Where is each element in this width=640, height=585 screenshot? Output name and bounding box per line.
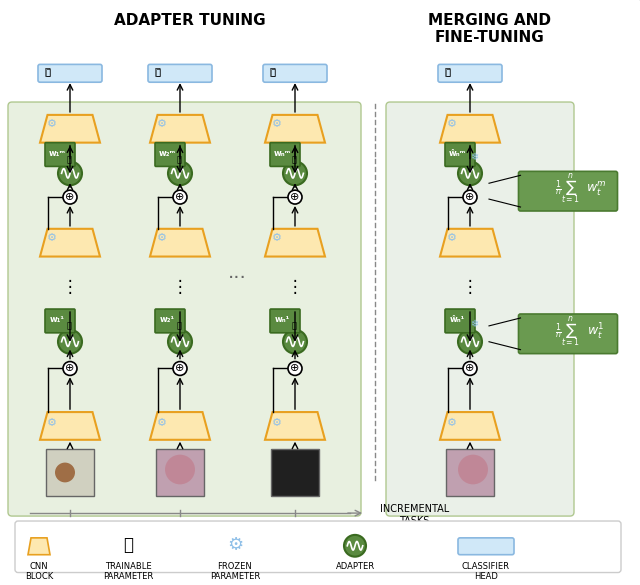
Text: ⋮: ⋮ xyxy=(461,278,478,296)
Text: ADAPTER: ADAPTER xyxy=(335,562,374,570)
Text: 🔥: 🔥 xyxy=(271,69,275,78)
Circle shape xyxy=(58,161,82,185)
Text: ❄: ❄ xyxy=(470,153,478,163)
FancyBboxPatch shape xyxy=(45,143,75,166)
Polygon shape xyxy=(440,412,500,440)
FancyBboxPatch shape xyxy=(445,309,475,333)
Circle shape xyxy=(63,190,77,204)
Text: w₂¹: w₂¹ xyxy=(159,315,175,325)
FancyBboxPatch shape xyxy=(270,143,300,166)
Circle shape xyxy=(283,161,307,185)
Text: TRAINABLE
PARAMETER: TRAINABLE PARAMETER xyxy=(103,562,153,581)
Text: ⚙: ⚙ xyxy=(447,119,457,129)
Polygon shape xyxy=(40,229,100,257)
Circle shape xyxy=(458,330,482,353)
FancyBboxPatch shape xyxy=(45,309,75,333)
Text: 🔥: 🔥 xyxy=(67,321,72,331)
Text: 🔥: 🔥 xyxy=(177,321,182,331)
Circle shape xyxy=(168,161,192,185)
Circle shape xyxy=(173,362,187,376)
Text: 🔥: 🔥 xyxy=(44,66,50,76)
Text: ⊕: ⊕ xyxy=(175,363,185,373)
Polygon shape xyxy=(265,412,325,440)
Text: $\frac{1}{n}\sum_{t=1}^{n}$: $\frac{1}{n}\sum_{t=1}^{n}$ xyxy=(556,315,580,349)
Text: w₂ᵐ: w₂ᵐ xyxy=(159,149,175,158)
Text: ⚙: ⚙ xyxy=(157,119,167,129)
Text: w₁ᵐ: w₁ᵐ xyxy=(49,149,65,158)
Circle shape xyxy=(344,535,366,557)
Text: ⚙: ⚙ xyxy=(447,418,457,428)
FancyBboxPatch shape xyxy=(263,64,327,82)
Circle shape xyxy=(458,455,488,484)
Text: 🔥: 🔥 xyxy=(291,321,296,331)
Text: ...: ... xyxy=(228,263,246,282)
Polygon shape xyxy=(440,115,500,143)
Circle shape xyxy=(463,362,477,376)
Text: 🔥: 🔥 xyxy=(269,66,275,76)
FancyBboxPatch shape xyxy=(446,449,494,496)
Text: $w_t^m$: $w_t^m$ xyxy=(586,180,606,198)
FancyBboxPatch shape xyxy=(156,449,204,496)
Text: ADAPTER TUNING: ADAPTER TUNING xyxy=(114,13,266,28)
FancyBboxPatch shape xyxy=(386,102,574,516)
Text: ⋮: ⋮ xyxy=(287,278,303,296)
Circle shape xyxy=(283,330,307,353)
Polygon shape xyxy=(40,115,100,143)
Text: ⚙: ⚙ xyxy=(272,233,282,243)
Text: Task 2: Task 2 xyxy=(164,523,196,533)
Text: Task 1: Task 1 xyxy=(54,523,86,533)
FancyBboxPatch shape xyxy=(46,449,94,496)
Text: ⚙: ⚙ xyxy=(227,536,243,554)
FancyBboxPatch shape xyxy=(458,538,514,555)
Text: ❄: ❄ xyxy=(470,319,478,329)
Circle shape xyxy=(168,330,192,353)
Circle shape xyxy=(165,455,195,484)
Text: ⊕: ⊕ xyxy=(65,363,75,373)
Text: ⚙: ⚙ xyxy=(47,233,57,243)
Text: ⚙: ⚙ xyxy=(47,418,57,428)
Text: 🔥: 🔥 xyxy=(156,69,161,78)
Circle shape xyxy=(63,362,77,376)
Text: 🔥: 🔥 xyxy=(45,69,51,78)
Text: wₙ¹: wₙ¹ xyxy=(275,315,290,325)
Text: MERGING AND
FINE-TUNING: MERGING AND FINE-TUNING xyxy=(429,13,552,45)
FancyBboxPatch shape xyxy=(445,143,475,166)
Text: ⚙: ⚙ xyxy=(272,119,282,129)
FancyBboxPatch shape xyxy=(155,143,185,166)
Text: ŵₙᵐ: ŵₙᵐ xyxy=(449,149,466,158)
Text: ⚙: ⚙ xyxy=(157,418,167,428)
FancyBboxPatch shape xyxy=(8,102,361,516)
FancyBboxPatch shape xyxy=(271,449,319,496)
FancyBboxPatch shape xyxy=(148,64,212,82)
Text: ⚙: ⚙ xyxy=(447,233,457,243)
Circle shape xyxy=(173,190,187,204)
Text: 🔥: 🔥 xyxy=(445,69,451,78)
Circle shape xyxy=(463,190,477,204)
Text: ⊕: ⊕ xyxy=(291,192,300,202)
FancyBboxPatch shape xyxy=(15,521,621,573)
Text: 🔥: 🔥 xyxy=(123,536,133,554)
Text: ŵₙ¹: ŵₙ¹ xyxy=(449,315,465,325)
Text: wₙᵐ: wₙᵐ xyxy=(273,149,291,158)
Polygon shape xyxy=(40,412,100,440)
Text: ⋮: ⋮ xyxy=(61,278,78,296)
FancyBboxPatch shape xyxy=(518,171,618,211)
Text: INCREMENTAL
TASKS: INCREMENTAL TASKS xyxy=(380,504,449,526)
FancyBboxPatch shape xyxy=(518,314,618,353)
Text: ⊕: ⊕ xyxy=(465,363,475,373)
Text: ⋮: ⋮ xyxy=(172,278,188,296)
Text: ⊕: ⊕ xyxy=(465,192,475,202)
Polygon shape xyxy=(28,538,50,555)
Text: w₁¹: w₁¹ xyxy=(49,315,65,325)
FancyBboxPatch shape xyxy=(155,309,185,333)
Text: ⊕: ⊕ xyxy=(291,363,300,373)
Circle shape xyxy=(55,463,75,483)
Polygon shape xyxy=(150,115,210,143)
Polygon shape xyxy=(265,229,325,257)
Circle shape xyxy=(458,161,482,185)
Text: Task n: Task n xyxy=(279,523,311,533)
Text: 🔥: 🔥 xyxy=(154,66,160,76)
Polygon shape xyxy=(265,115,325,143)
Text: CNN
BLOCK: CNN BLOCK xyxy=(25,562,53,581)
